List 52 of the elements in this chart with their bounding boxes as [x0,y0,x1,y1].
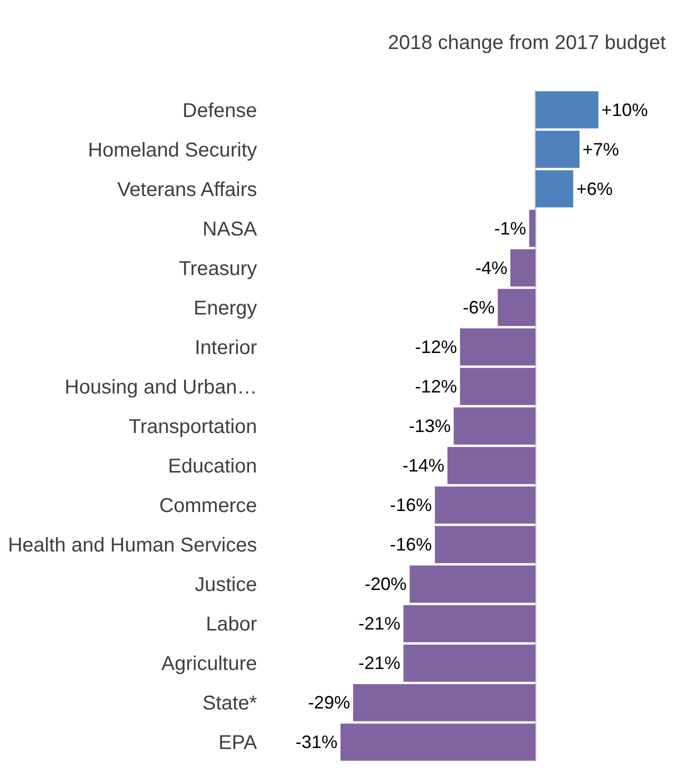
y-tick-label: Interior [194,336,258,359]
y-tick-label: Justice [194,574,257,596]
data-label: -21% [358,653,400,674]
data-label: -20% [364,574,407,594]
y-tick-label: NASA [202,218,258,240]
data-label: -16% [390,495,432,516]
y-tick-label: Defense [182,100,257,122]
bar [535,170,574,208]
data-label: -16% [390,534,432,555]
chart-title: 2018 change from 2017 budget [388,32,666,54]
bar [510,249,536,286]
y-tick-label: Transportation [128,416,257,438]
data-label: -14% [402,456,444,476]
data-label: -13% [408,416,451,436]
bar [434,486,536,524]
y-tick-label: Education [168,456,257,478]
data-label: -1% [494,218,526,238]
bar [498,288,536,326]
y-tick-label: Homeland Security [88,139,257,162]
y-tick-label: Health and Human Services [8,534,257,557]
bar [529,210,536,247]
data-label: -4% [475,258,508,278]
bar [460,368,536,406]
bar [454,407,536,445]
bar [447,446,536,484]
y-tick-label: Veterans Affairs [117,178,257,201]
data-label: -6% [462,297,495,318]
y-tick-label: State* [202,692,258,715]
bar [403,644,536,682]
bar [340,724,536,761]
y-tick-label: Agriculture [161,653,257,676]
y-tick-label: Housing and Urban… [64,376,257,398]
data-label: -31% [295,732,338,752]
bar [403,605,536,642]
data-label: +10% [601,100,648,120]
bar [353,684,536,722]
data-label: +6% [576,178,613,199]
y-tick-label: Commerce [159,495,257,518]
bar [535,130,580,168]
bar [460,328,536,366]
data-label: -12% [414,376,458,396]
y-tick-label: EPA [218,732,258,754]
y-tick-label: Labor [206,614,258,636]
data-label: -29% [308,692,350,713]
y-tick-label: Treasury [178,258,257,280]
bar [535,91,598,128]
data-label: -12% [414,336,458,357]
y-tick-label: Energy [194,297,257,320]
bar [434,526,536,564]
bar [410,566,536,603]
data-label: +7% [582,139,620,160]
data-label: -21% [358,614,400,634]
